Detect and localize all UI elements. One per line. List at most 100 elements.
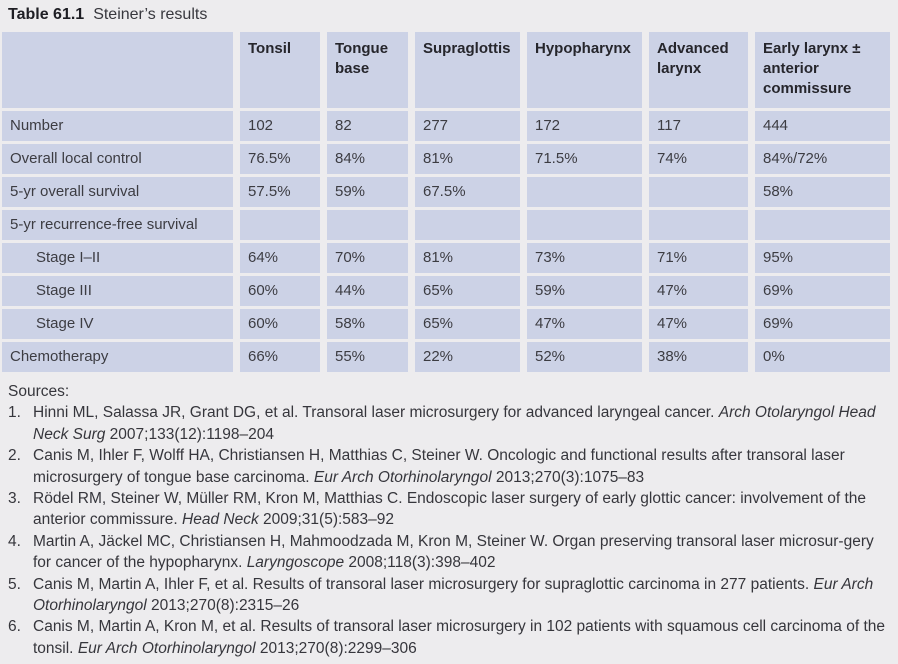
source-item: 2. Canis M, Ihler F, Wolff HA, Christians…: [8, 445, 890, 488]
table-cell: [240, 210, 320, 240]
table-cell: 60%: [240, 276, 320, 306]
table-cell: 52%: [527, 342, 642, 372]
table-cell: 102: [240, 111, 320, 141]
row-label: Overall local control: [2, 144, 233, 174]
table-cell: 117: [649, 111, 748, 141]
row-label: Stage I–II: [2, 243, 233, 273]
row-label: 5-yr overall survival: [2, 177, 233, 207]
table-cell: 22%: [415, 342, 520, 372]
source-text: Hinni ML, Salassa JR, Grant DG, et al. T…: [33, 404, 719, 422]
table-cell: 60%: [240, 309, 320, 339]
source-item: 1. Hinni ML, Salassa JR, Grant DG, et al.…: [8, 402, 890, 445]
table-cell: 71.5%: [527, 144, 642, 174]
source-text: Martin A, Jäckel MC, Christiansen H, Mah…: [33, 532, 874, 572]
table-cell: 69%: [755, 309, 890, 339]
table-cell: 57.5%: [240, 177, 320, 207]
source-number: 3.: [8, 490, 21, 508]
source-item: 5. Canis M, Martin A, Ihler F, et al. Res…: [8, 574, 890, 617]
column-header-early-larynx: Early larynx ± anterior commissure: [755, 32, 890, 108]
column-header-hypopharynx: Hypopharynx: [527, 32, 642, 108]
source-text: Canis M, Ihler F, Wolff HA, Christiansen…: [33, 447, 845, 486]
column-header-tonsil: Tonsil: [240, 32, 320, 108]
column-header-empty: [2, 32, 233, 108]
row-label: Chemotherapy: [2, 342, 233, 372]
journal-name: Eur Arch Otorhinolaryngol: [77, 639, 256, 657]
source-citation: 2007;133(12):1198–204: [105, 425, 275, 443]
source-text: Rödel RM, Steiner W, Müller RM, Kron M, …: [33, 490, 867, 529]
table-cell: 74%: [649, 144, 748, 174]
journal-name: Eur Arch Otorhinolaryngol: [313, 468, 492, 486]
journal-name: Laryngoscope: [246, 554, 345, 572]
table-cell: 66%: [240, 342, 320, 372]
table-cell: [327, 210, 408, 240]
table-cell: 81%: [415, 243, 520, 273]
row-label: Stage III: [2, 276, 233, 306]
table-cell: [415, 210, 520, 240]
source-citation: 2009;31(5):583–92: [258, 511, 395, 529]
table-cell: 82: [327, 111, 408, 141]
table-cell: 59%: [327, 177, 408, 207]
table-cell: 70%: [327, 243, 408, 273]
column-header-tongue-base: Tongue base: [327, 32, 408, 108]
row-label: 5-yr recurrence-free survival: [2, 210, 233, 240]
source-item: 6. Canis M, Martin A, Kron M, et al. Resu…: [8, 616, 890, 659]
table-cell: [649, 210, 748, 240]
source-number: 2.: [8, 447, 21, 465]
table-cell: 84%: [327, 144, 408, 174]
table-cell: 277: [415, 111, 520, 141]
table-cell: 0%: [755, 342, 890, 372]
table-caption: Steiner’s results: [93, 6, 208, 23]
table-number: Table 61.1: [8, 6, 85, 23]
source-citation: 2008;118(3):398–402: [344, 554, 496, 572]
table-cell: 59%: [527, 276, 642, 306]
sources-section: Sources: 1. Hinni ML, Salassa JR, Grant D…: [8, 381, 890, 659]
table-cell: 65%: [415, 276, 520, 306]
table-cell: 84%/72%: [755, 144, 890, 174]
table-cell: 73%: [527, 243, 642, 273]
source-citation: 2013;270(3):1075–83: [491, 468, 645, 486]
table-title: Table 61.1 Steiner’s results: [8, 5, 898, 25]
table-cell: 71%: [649, 243, 748, 273]
source-item: 3. Rödel RM, Steiner W, Müller RM, Kron M…: [8, 488, 890, 531]
table-cell: 67.5%: [415, 177, 520, 207]
source-citation: 2013;270(8):2299–306: [255, 639, 417, 657]
table-cell: 444: [755, 111, 890, 141]
table-cell: [527, 210, 642, 240]
table-cell: 172: [527, 111, 642, 141]
table-cell: 69%: [755, 276, 890, 306]
row-label: Stage IV: [2, 309, 233, 339]
source-number: 5.: [8, 575, 21, 593]
table-cell: [649, 177, 748, 207]
journal-name: Eur Arch Otorhinolaryngol: [33, 575, 874, 615]
table-cell: 64%: [240, 243, 320, 273]
results-table: Tonsil Tongue base Supraglottis Hypophar…: [2, 32, 890, 372]
table-cell: 47%: [527, 309, 642, 339]
table-cell: 44%: [327, 276, 408, 306]
table-cell: 47%: [649, 276, 748, 306]
table-cell: 47%: [649, 309, 748, 339]
sources-heading: Sources:: [8, 383, 70, 400]
source-text: Canis M, Martin A, Ihler F, et al. Resul…: [33, 575, 814, 593]
table-cell: 55%: [327, 342, 408, 372]
table-cell: 58%: [755, 177, 890, 207]
source-number: 6.: [8, 618, 21, 636]
table-cell: 65%: [415, 309, 520, 339]
table-cell: 58%: [327, 309, 408, 339]
source-text: Canis M, Martin A, Kron M, et al. Result…: [33, 618, 885, 657]
table-cell: [527, 177, 642, 207]
source-citation: 2013;270(8):2315–26: [146, 597, 300, 615]
column-header-advanced-larynx: Advanced larynx: [649, 32, 748, 108]
column-header-supraglottis: Supraglottis: [415, 32, 520, 108]
table-cell: 81%: [415, 144, 520, 174]
source-number: 1.: [8, 404, 21, 422]
journal-name: Head Neck: [182, 511, 259, 529]
journal-name: Arch Otolaryngol Head Neck Surg: [33, 404, 876, 443]
row-label: Number: [2, 111, 233, 141]
table-cell: 95%: [755, 243, 890, 273]
source-number: 4.: [8, 532, 21, 550]
table-cell: [755, 210, 890, 240]
table-cell: 76.5%: [240, 144, 320, 174]
table-cell: 38%: [649, 342, 748, 372]
source-item: 4. Martin A, Jäckel MC, Christiansen H, M…: [8, 531, 890, 574]
